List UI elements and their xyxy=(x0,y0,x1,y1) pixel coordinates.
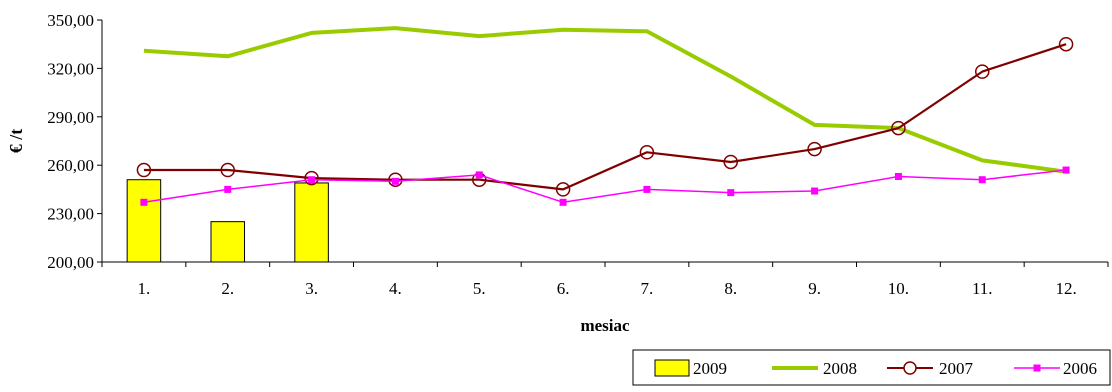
point-2006 xyxy=(559,198,567,206)
x-tick-label: 8. xyxy=(724,279,737,298)
point-2006 xyxy=(727,189,735,197)
bar-2009 xyxy=(210,221,246,263)
x-tick-label: 4. xyxy=(389,279,402,298)
point-2006 xyxy=(308,176,316,184)
point-2007 xyxy=(975,64,990,79)
point-2006 xyxy=(391,177,399,185)
legend-swatch-bar xyxy=(654,359,690,377)
point-2006 xyxy=(894,172,902,180)
x-tick-label: 1. xyxy=(138,279,151,298)
point-2007 xyxy=(1058,36,1074,52)
y-tick-label: 350,00 xyxy=(47,11,94,30)
legend-label: 2008 xyxy=(823,359,857,378)
point-2007 xyxy=(891,120,906,136)
point-2006 xyxy=(978,176,986,184)
point-2007 xyxy=(220,162,235,178)
point-2007 xyxy=(555,182,571,197)
point-2006 xyxy=(475,171,483,179)
legend-label: 2009 xyxy=(693,359,727,378)
legend-label: 2007 xyxy=(939,359,974,378)
plot-area xyxy=(102,20,1108,262)
point-2006 xyxy=(1062,166,1070,174)
legend-item-2007: 2007 xyxy=(887,359,974,378)
x-tick-label: 6. xyxy=(557,279,570,298)
y-tick-label: 200,00 xyxy=(47,253,94,272)
legend-item-2006: 2006 xyxy=(1014,359,1097,378)
x-ticks: 1. 2. 3. 4. 5. 6. 7. 8. 9. 10. 11. 12. xyxy=(101,262,1109,298)
legend-item-2009: 2009 xyxy=(654,359,727,378)
x-tick-label: 9. xyxy=(808,279,821,298)
line-2007 xyxy=(143,43,1067,191)
x-tick-label: 5. xyxy=(473,279,486,298)
y-tick-label: 320,00 xyxy=(47,59,94,78)
point-2007 xyxy=(136,162,152,178)
x-tick-label: 11. xyxy=(972,279,993,298)
line-2008 xyxy=(143,26,1067,174)
point-2007 xyxy=(388,172,403,187)
point-2007 xyxy=(807,141,822,157)
legend-swatch-marker xyxy=(1033,364,1041,372)
y-tick-label: 290,00 xyxy=(47,108,94,127)
y-tick-label: 230,00 xyxy=(47,205,94,224)
point-2006 xyxy=(811,187,819,195)
x-tick-label: 2. xyxy=(221,279,234,298)
y-tick-label: 260,00 xyxy=(47,156,94,175)
x-tick-label: 7. xyxy=(641,279,654,298)
point-2006 xyxy=(140,198,148,206)
legend-swatch-marker xyxy=(903,361,917,375)
legend: 2009 2008 2007 2006 xyxy=(632,349,1111,386)
y-axis-label: € /t xyxy=(6,129,26,154)
legend-item-2008: 2008 xyxy=(772,359,857,378)
point-2006 xyxy=(643,185,651,193)
point-2007 xyxy=(639,145,655,160)
x-tick-label: 3. xyxy=(305,279,318,298)
lines-layer xyxy=(136,26,1074,206)
x-axis-label: mesiac xyxy=(580,316,630,335)
line-2006 xyxy=(143,169,1067,204)
point-2007 xyxy=(723,154,738,170)
legend-label: 2006 xyxy=(1063,359,1097,378)
bar-2009 xyxy=(294,182,329,263)
point-2006 xyxy=(224,185,232,193)
x-tick-label: 12. xyxy=(1055,279,1076,298)
x-tick-label: 10. xyxy=(888,279,909,298)
bar-2009 xyxy=(126,179,162,263)
point-2007 xyxy=(304,170,319,186)
y-ticks: 200,00 230,00 260,00 290,00 320,00 350,00 xyxy=(47,11,102,272)
